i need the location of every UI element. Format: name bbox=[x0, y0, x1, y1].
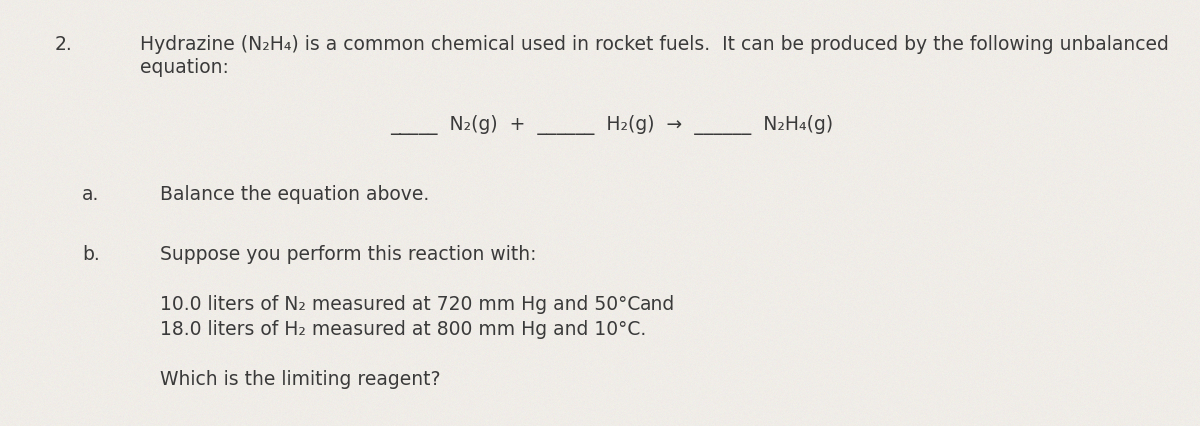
Text: Which is the limiting reagent?: Which is the limiting reagent? bbox=[160, 369, 440, 388]
Text: and: and bbox=[640, 294, 676, 313]
Text: 18.0 liters of H₂ measured at 800 mm Hg and 10°C.: 18.0 liters of H₂ measured at 800 mm Hg … bbox=[160, 319, 647, 338]
Text: Hydrazine (N₂H₄) is a common chemical used in rocket fuels.  It can be produced : Hydrazine (N₂H₄) is a common chemical us… bbox=[140, 35, 1169, 54]
Text: 2.: 2. bbox=[55, 35, 73, 54]
Text: Suppose you perform this reaction with:: Suppose you perform this reaction with: bbox=[160, 245, 536, 263]
Text: Balance the equation above.: Balance the equation above. bbox=[160, 184, 430, 204]
Text: _____  N₂(g)  +  ______  H₂(g)  →  ______  N₂H₄(g): _____ N₂(g) + ______ H₂(g) → ______ N₂H₄… bbox=[390, 115, 833, 135]
Text: equation:: equation: bbox=[140, 58, 229, 77]
Text: 10.0 liters of N₂ measured at 720 mm Hg and 50°C: 10.0 liters of N₂ measured at 720 mm Hg … bbox=[160, 294, 641, 313]
Text: b.: b. bbox=[82, 245, 100, 263]
Text: a.: a. bbox=[82, 184, 100, 204]
